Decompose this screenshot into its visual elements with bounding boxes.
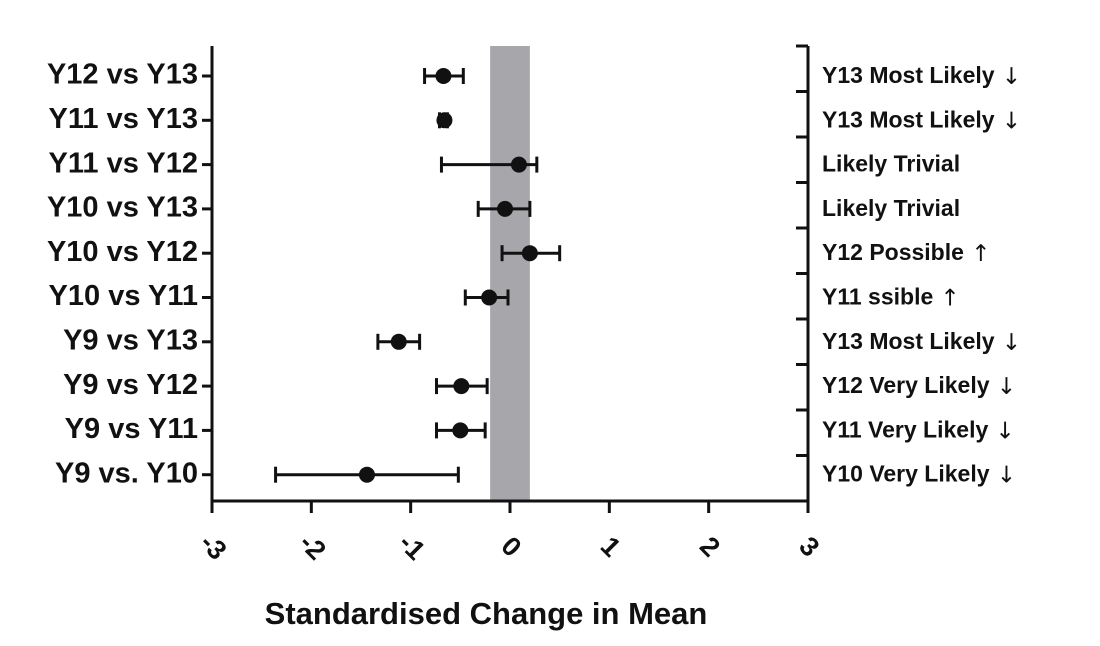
inference-label: Y13 Most Likely ↓ xyxy=(822,106,1021,133)
inference-label: Likely Trivial xyxy=(822,195,960,221)
inference-text: Likely Trivial xyxy=(822,195,960,221)
inference-label: Likely Trivial xyxy=(822,151,960,177)
data-marks xyxy=(274,68,562,483)
x-axis-title: Standardised Change in Mean xyxy=(265,596,708,631)
x-tick-label: 3 xyxy=(793,531,825,563)
down-arrow-icon: ↓ xyxy=(990,374,1017,400)
x-tick-label: -2 xyxy=(294,528,332,566)
point-estimate xyxy=(436,112,453,129)
row-label: Y10 vs Y11 xyxy=(49,280,198,312)
x-tick-label: 2 xyxy=(694,531,726,563)
point-estimate xyxy=(358,466,375,483)
inference-label: Y13 Most Likely ↓ xyxy=(822,328,1021,355)
x-tick-label: 0 xyxy=(495,531,527,563)
inference-label: Y12 Possible ↑ xyxy=(822,239,991,266)
trivial-band xyxy=(490,46,530,501)
point-estimate xyxy=(521,245,538,262)
down-arrow-icon: ↓ xyxy=(990,462,1017,488)
x-tick-label: 1 xyxy=(595,531,627,563)
point-estimate xyxy=(390,333,407,350)
inference-text: Y10 Very Likely xyxy=(822,461,990,487)
x-tick-label: -1 xyxy=(393,528,431,566)
point-estimate xyxy=(435,68,452,84)
row-label: Y9 vs Y13 xyxy=(63,324,198,356)
inference-label: Y10 Very Likely ↓ xyxy=(822,461,1016,488)
row-label: Y9 vs. Y10 xyxy=(55,457,198,489)
inference-label: Y12 Very Likely ↓ xyxy=(822,372,1016,399)
inference-label: Y11 Very Likely ↓ xyxy=(822,416,1015,443)
row-label: Y10 vs Y13 xyxy=(47,192,198,224)
inference-text: Y13 Most Likely xyxy=(822,328,995,354)
row-label: Y9 vs Y12 xyxy=(63,369,198,401)
point-estimate xyxy=(452,422,469,439)
row-label: Y12 vs Y13 xyxy=(47,59,198,91)
row-label: Y11 vs Y13 xyxy=(49,103,198,135)
inference-text: Y13 Most Likely xyxy=(822,62,995,88)
trivial-band-layer xyxy=(490,46,530,501)
up-arrow-icon: ↑ xyxy=(964,241,991,267)
row-label: Y9 vs Y11 xyxy=(65,413,198,445)
inference-text: Y12 Very Likely xyxy=(822,372,990,398)
x-tick-label: -3 xyxy=(194,528,232,566)
point-estimate xyxy=(510,156,527,173)
down-arrow-icon: ↓ xyxy=(995,329,1022,355)
down-arrow-icon: ↓ xyxy=(995,64,1022,90)
row-label: Y10 vs Y12 xyxy=(47,236,198,268)
inference-text: Y11 ssible xyxy=(822,284,933,310)
inference-label: Y13 Most Likely ↓ xyxy=(822,62,1021,89)
labels: Y12 vs Y13 Y13 Most Likely ↓ Y11 vs Y13 Y13… xyxy=(47,59,1021,490)
down-arrow-icon: ↓ xyxy=(995,108,1022,134)
down-arrow-icon: ↓ xyxy=(988,418,1015,444)
inference-text: Y13 Most Likely xyxy=(822,106,995,132)
inference-text: Y11 Very Likely xyxy=(822,416,988,442)
point-estimate xyxy=(453,378,470,395)
point-estimate xyxy=(497,200,514,217)
inference-text: Likely Trivial xyxy=(822,151,960,177)
inference-text: Y12 Possible xyxy=(822,239,964,265)
point-estimate xyxy=(481,289,498,306)
row-label: Y11 vs Y12 xyxy=(49,147,198,179)
inference-label: Y11 ssible ↑ xyxy=(822,284,960,311)
up-arrow-icon: ↑ xyxy=(933,285,960,311)
